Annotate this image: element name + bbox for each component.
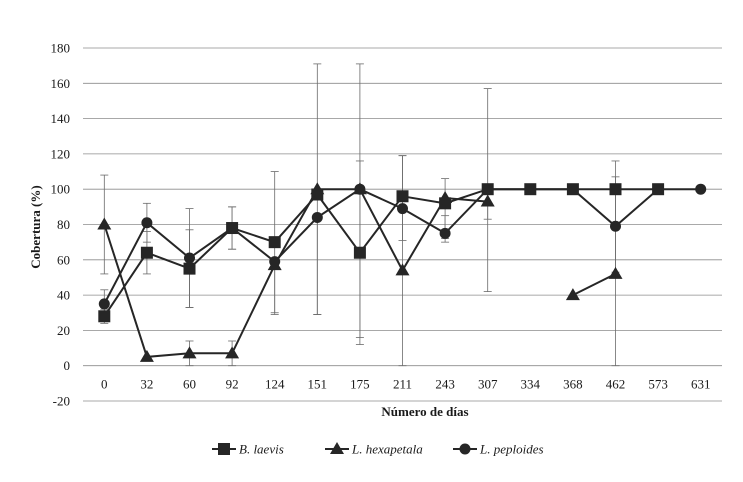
data-point [695, 183, 707, 195]
y-tick-label: 180 [51, 41, 71, 56]
y-tick-label: 140 [51, 111, 71, 126]
x-tick-label: 151 [308, 377, 328, 392]
y-tick-label: 160 [51, 76, 71, 91]
data-point [226, 222, 238, 234]
data-point [182, 346, 197, 359]
data-point [97, 217, 112, 230]
series-2 [98, 183, 707, 310]
x-axis-title: Número de días [381, 404, 468, 419]
data-point [524, 183, 536, 195]
x-tick-label: 60 [183, 377, 196, 392]
data-point [396, 190, 409, 203]
legend-marker [330, 442, 344, 454]
data-point [353, 246, 366, 259]
legend-label: B. laevis [239, 442, 284, 457]
x-tick-label: 462 [606, 377, 626, 392]
x-tick-label: 92 [226, 377, 239, 392]
legend-label: L. peploides [479, 442, 544, 457]
legend-item: L. hexapetala [325, 442, 423, 457]
series-line [103, 188, 616, 358]
legend-item: L. peploides [453, 442, 544, 457]
data-point [98, 310, 111, 323]
data-point [480, 194, 495, 207]
x-tick-label: 307 [478, 377, 498, 392]
x-tick-label: 175 [350, 377, 370, 392]
data-point [225, 346, 240, 359]
data-point [139, 349, 154, 362]
x-tick-label: 124 [265, 377, 285, 392]
data-point [310, 182, 325, 195]
data-point [311, 211, 323, 223]
x-tick-label: 211 [393, 377, 412, 392]
x-tick-label: 573 [648, 377, 668, 392]
data-point [439, 227, 451, 239]
y-tick-label: 120 [51, 146, 71, 161]
x-tick-label: 32 [140, 377, 153, 392]
data-point [140, 246, 153, 259]
x-tick-label: 368 [563, 377, 583, 392]
y-tick-label: 20 [57, 323, 70, 338]
y-axis-title: Cobertura (%) [28, 185, 43, 268]
data-point [652, 183, 664, 195]
y-tick-label: -20 [53, 394, 70, 409]
data-point [610, 220, 621, 232]
legend-marker [218, 443, 230, 455]
legend-label: L. hexapetala [351, 442, 423, 457]
y-tick-label: 60 [57, 252, 70, 267]
y-tick-label: 40 [57, 288, 70, 303]
legend: B. laevis L. hexapetala L. peploides [212, 442, 544, 457]
data-point [482, 183, 494, 195]
y-axis-ticks: -20 0 20 40 60 80 100 120 140 160 180 [51, 41, 71, 409]
data-point [184, 252, 195, 264]
x-tick-label: 243 [435, 377, 455, 392]
data-point [269, 256, 281, 268]
data-point [609, 183, 622, 196]
data-point [141, 217, 153, 229]
data-point [565, 288, 580, 301]
series-group [97, 182, 707, 362]
legend-marker [459, 443, 471, 455]
x-tick-label: 334 [521, 377, 541, 392]
y-tick-label: 80 [57, 217, 70, 232]
y-tick-label: 100 [51, 182, 71, 197]
data-point [567, 183, 579, 195]
x-tick-label: 0 [101, 377, 108, 392]
data-point [397, 203, 408, 215]
data-point [98, 298, 110, 310]
data-point [395, 263, 410, 276]
data-point [438, 191, 453, 204]
series-1 [97, 182, 623, 362]
x-tick-label: 631 [691, 377, 711, 392]
data-point [354, 183, 366, 195]
y-tick-label: 0 [64, 358, 71, 373]
data-point [608, 266, 623, 279]
data-point [268, 236, 281, 249]
x-axis-ticks: 0 32 60 92 124 151 175 211 243 307 334 368 462 573 631 [101, 377, 710, 392]
legend-item: B. laevis [212, 442, 284, 457]
error-bars [100, 63, 620, 367]
data-point [183, 262, 196, 275]
